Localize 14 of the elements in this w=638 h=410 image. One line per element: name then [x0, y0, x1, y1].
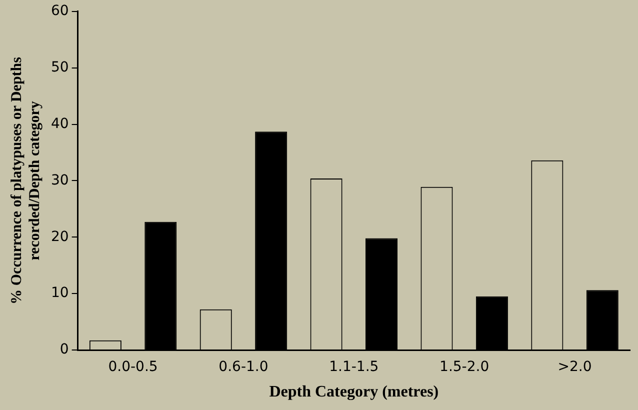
x-tick-label: 1.5-2.0	[440, 359, 490, 376]
x-tick-label: 0.0-0.5	[108, 359, 158, 376]
y-tick-label: 40	[50, 116, 69, 132]
y-tick-label: 0	[60, 342, 69, 358]
x-tick-label: >2.0	[558, 359, 592, 376]
x-tick-label: 0.6-1.0	[218, 359, 268, 376]
y-tick-label: 50	[50, 59, 69, 76]
y-axis-title: % Occurrence of platypuses or Depths recorded/Depth category	[8, 56, 43, 304]
x-tick-label: 1.1-1.5	[329, 359, 379, 376]
y-tick-label: 60	[50, 3, 69, 20]
y-tick-label: 10	[50, 285, 69, 302]
y-tick-label: 20	[50, 228, 69, 245]
x-axis-title: Depth Category (metres)	[269, 384, 439, 401]
y-tick-label: 30	[50, 172, 69, 188]
